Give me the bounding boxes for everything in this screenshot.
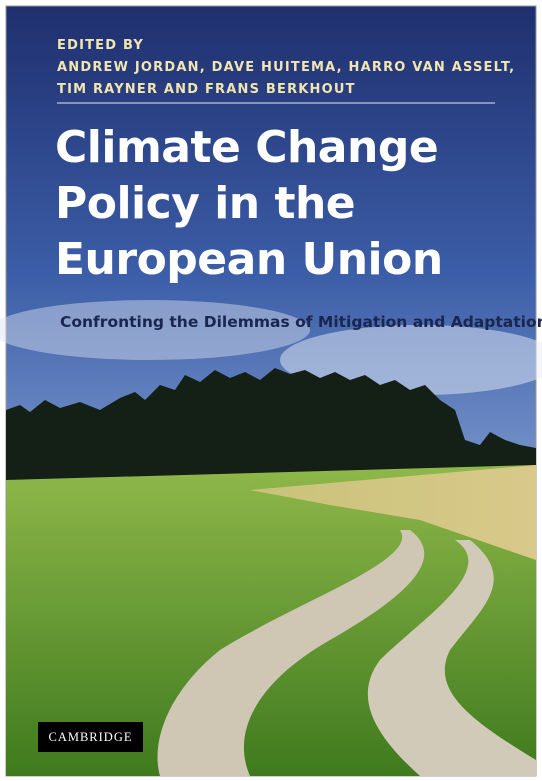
title-line: European Union xyxy=(55,234,443,285)
editor-line: TIM RAYNER AND FRANS BERKHOUT xyxy=(57,82,356,97)
publisher: CAMBRIDGE xyxy=(48,730,132,744)
subtitle: Confronting the Dilemmas of Mitigation a… xyxy=(60,313,542,331)
title-line: Climate Change xyxy=(55,122,438,173)
title-line: Policy in the xyxy=(55,178,355,229)
editor-line: ANDREW JORDAN, DAVE HUITEMA, HARRO VAN A… xyxy=(57,60,515,75)
book-cover: EDITED BY ANDREW JORDAN, DAVE HUITEMA, H… xyxy=(0,0,542,781)
editor-label: EDITED BY xyxy=(57,38,144,53)
